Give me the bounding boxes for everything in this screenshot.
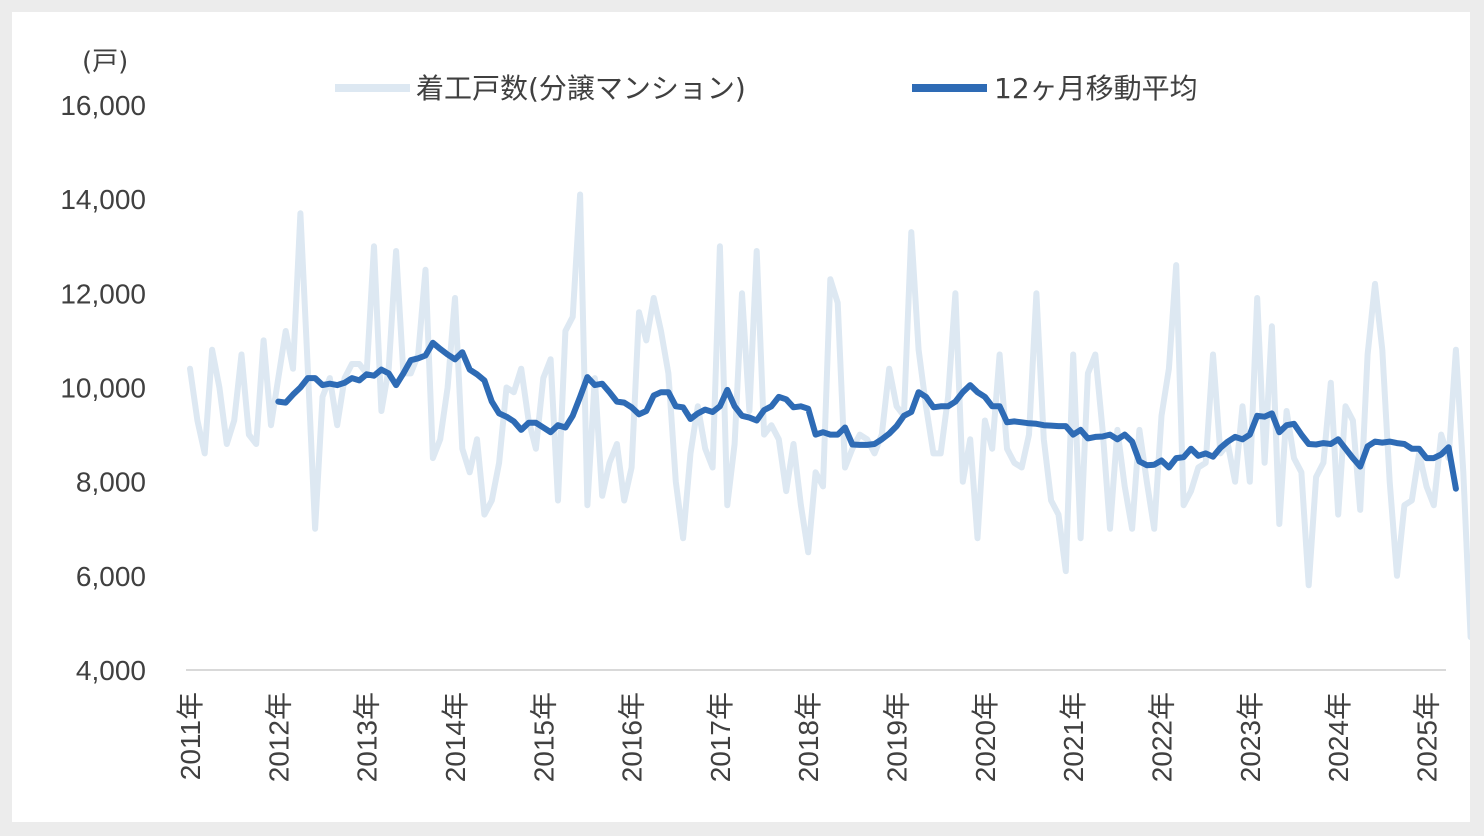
y-tick-label: 8,000: [76, 467, 146, 498]
x-tick-label: 2013年: [352, 692, 383, 782]
x-tick-label: 2019年: [882, 692, 913, 782]
legend-label-moving-average: 12ヶ月移動平均: [994, 72, 1198, 105]
y-axis-unit-label: (戸): [82, 47, 128, 77]
x-tick-label: 2023年: [1235, 692, 1266, 782]
legend-label-starts: 着工戸数(分譲マンション): [416, 72, 746, 105]
x-tick-label: 2018年: [793, 692, 824, 782]
x-tick-label: 2025年: [1411, 692, 1442, 782]
x-tick-label: 2022年: [1147, 692, 1178, 782]
y-tick-label: 6,000: [76, 561, 146, 592]
x-tick-label: 2024年: [1323, 692, 1354, 782]
x-tick-label: 2011年: [175, 692, 206, 780]
y-tick-label: 10,000: [60, 373, 146, 404]
y-tick-label: 12,000: [60, 278, 146, 309]
x-tick-label: 2017年: [705, 692, 736, 782]
x-axis-ticks: 2011年 2012年 2013年 2014年 2015年 2016年 2017…: [175, 692, 1442, 782]
x-tick-label: 2016年: [617, 692, 648, 782]
y-tick-label: 4,000: [76, 655, 146, 686]
y-axis-ticks: 16,000 14,000 12,000 10,000 8,000 6,000 …: [60, 90, 146, 686]
line-chart: (戸) 着工戸数(分譲マンション) 12ヶ月移動平均 16,000 14,000…: [60, 47, 1470, 782]
y-tick-label: 16,000: [60, 90, 146, 121]
series-line-moving-average: [275, 339, 1459, 492]
x-tick-label: 2014年: [440, 692, 471, 782]
x-tick-label: 2015年: [528, 692, 559, 782]
y-tick-label: 14,000: [60, 184, 146, 215]
x-tick-label: 2020年: [970, 692, 1001, 782]
series-line-starts: [187, 191, 1470, 640]
x-tick-label: 2021年: [1058, 692, 1089, 782]
legend: 着工戸数(分譲マンション) 12ヶ月移動平均: [335, 72, 1198, 105]
x-tick-label: 2012年: [263, 692, 294, 782]
chart-frame: (戸) 着工戸数(分譲マンション) 12ヶ月移動平均 16,000 14,000…: [12, 12, 1470, 822]
